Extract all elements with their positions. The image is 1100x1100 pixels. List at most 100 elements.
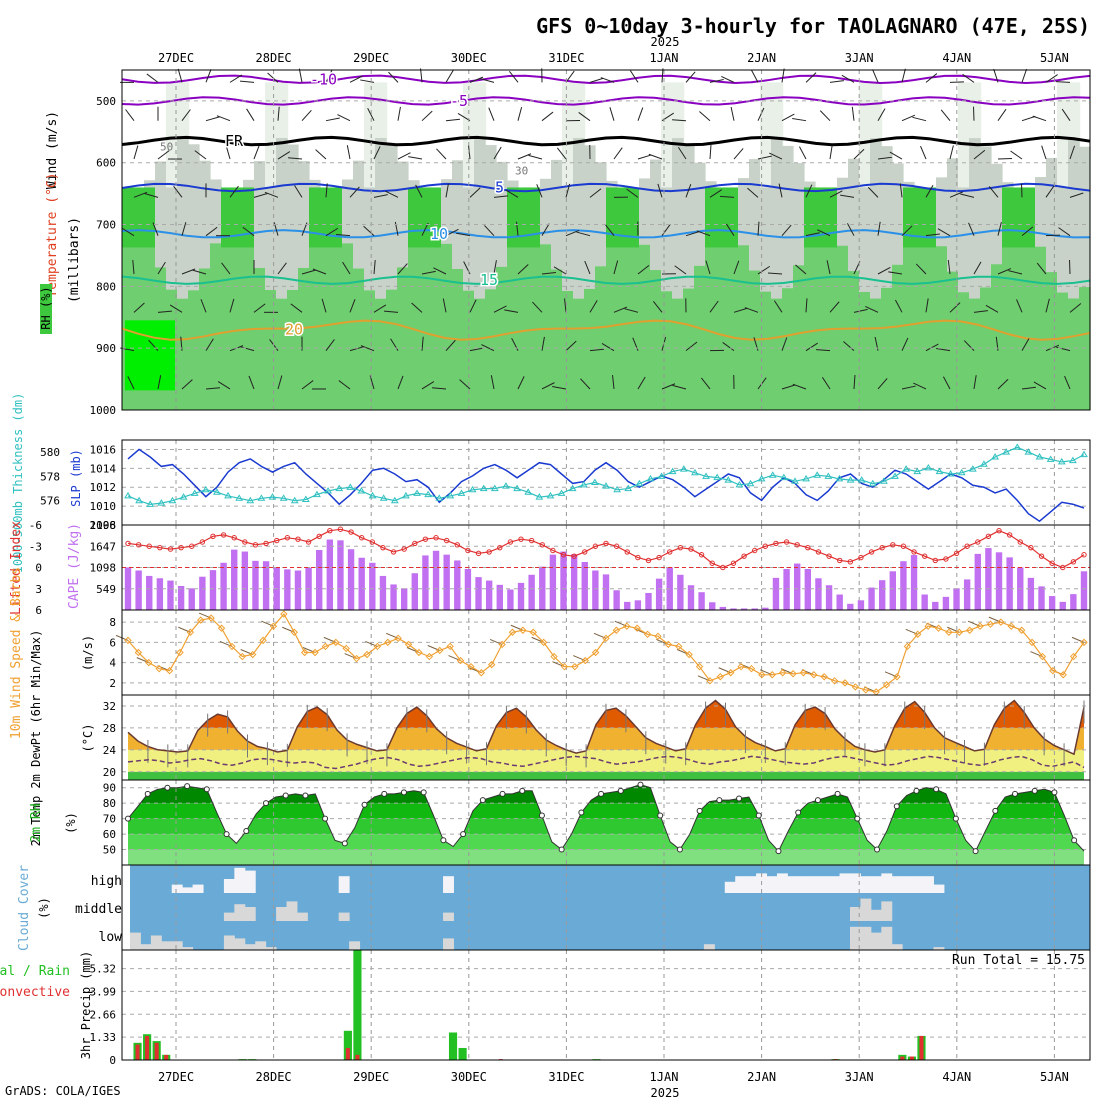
- wind-barb: [757, 377, 767, 390]
- wind-barb: [541, 223, 550, 236]
- cape-bar: [921, 594, 928, 610]
- cape-bar: [804, 568, 812, 610]
- wind-barb: [493, 305, 507, 313]
- li-tick: 3: [35, 583, 42, 596]
- rh-band-grey: [1068, 138, 1080, 410]
- rh-band-moist: [1002, 187, 1014, 248]
- thickness-point: [1013, 443, 1022, 450]
- precip-tick: 5.32: [90, 963, 117, 976]
- thickness-point: [713, 473, 722, 481]
- cloud-block: [735, 876, 747, 893]
- wind-barb: [901, 68, 906, 83]
- rh-band-green: [727, 227, 739, 410]
- cape-bar: [1080, 571, 1088, 610]
- rh-point: [538, 812, 545, 819]
- wind-barb: [576, 231, 591, 237]
- li-point: [295, 536, 301, 542]
- li-point: [752, 547, 758, 554]
- cloud-block: [933, 884, 945, 893]
- rh-band-moist: [507, 187, 519, 248]
- wind-barb: [853, 308, 868, 313]
- slp-tick: 1016: [90, 443, 117, 456]
- rh-band-moist: [133, 187, 145, 248]
- wind-barbs-upper: [120, 68, 1084, 390]
- isotherm-label: -10: [310, 70, 337, 88]
- wind-barb: [445, 183, 449, 198]
- rh-band-green: [617, 226, 629, 410]
- cloud-block: [234, 867, 246, 893]
- rh-band-green: [496, 266, 508, 410]
- wind-barb: [722, 342, 735, 352]
- li-point: [199, 539, 206, 545]
- rh-point: [381, 790, 388, 797]
- rh-band-grey: [958, 142, 970, 410]
- li-tick: 0: [35, 562, 42, 575]
- rh-band-green: [771, 298, 783, 410]
- rh-band-green: [353, 268, 365, 410]
- rh-legend-label: RH (%): [39, 286, 53, 329]
- wind-barb: [637, 154, 652, 160]
- wind-speed-point: [415, 648, 423, 657]
- rh-band-green: [859, 291, 871, 410]
- thickness-point: [824, 472, 833, 479]
- cloud-block: [338, 912, 350, 921]
- wind-speed-point: [706, 677, 714, 685]
- wind-barb: [445, 339, 456, 351]
- li-point: [454, 542, 460, 548]
- wind-barb: [915, 263, 927, 275]
- cloud-block: [776, 873, 788, 893]
- wind-barb: [1010, 150, 1023, 160]
- wind-barb: [925, 233, 940, 237]
- precip-convective-bar: [909, 1056, 914, 1060]
- rh-point: [933, 786, 940, 793]
- panel-li-cape: -6 -3 0 3 6 549 1098 1647 2196 Lifted Index CAPE (…: [9, 519, 1091, 617]
- thickness-point: [757, 474, 766, 482]
- pressure-tick-label: 800: [96, 280, 116, 293]
- rh-band-grey: [573, 138, 585, 410]
- wind-barb: [229, 185, 239, 198]
- wind-barb: [133, 145, 139, 160]
- cape-bar: [687, 585, 695, 610]
- wind-speed-point: [1059, 671, 1067, 679]
- rh-band-moist: [727, 187, 739, 248]
- rh-point: [341, 840, 348, 847]
- wind-barb: [912, 116, 927, 122]
- wind-barb: [517, 264, 529, 275]
- rh-point: [637, 781, 644, 788]
- date-label-bottom: 31DEC: [548, 1070, 584, 1084]
- rh-point: [736, 795, 743, 802]
- rh-point: [1071, 837, 1078, 844]
- wind-barb: [421, 381, 435, 390]
- wind-barb: [781, 68, 785, 83]
- wind-barb: [456, 232, 471, 237]
- li-point: [1017, 539, 1023, 545]
- wind-barb: [541, 111, 554, 122]
- wind-speed-point: [1049, 667, 1057, 675]
- wind-barb: [973, 149, 986, 160]
- ylabel-wind: Wind (m/s): [45, 111, 60, 189]
- isotherm-label: 10: [430, 225, 448, 243]
- wind-speed-point: [685, 650, 693, 659]
- wind-speed-point: [893, 673, 901, 681]
- wind-barb: [901, 114, 916, 122]
- wind-barb: [947, 260, 951, 275]
- wind-speed-point: [311, 648, 319, 657]
- wind-barb: [819, 110, 831, 122]
- wind-speed-point: [269, 622, 278, 630]
- wind-barb: [1069, 303, 1082, 313]
- wind-speed-point: [384, 638, 392, 647]
- wind-barb: [349, 75, 363, 83]
- wind-barb: [484, 225, 495, 237]
- cloud-block: [296, 912, 308, 921]
- thickness-point: [880, 477, 888, 484]
- cape-bar: [985, 548, 992, 610]
- wind-barb: [508, 71, 519, 83]
- wind-speed-point: [903, 642, 912, 651]
- date-label-top: 29DEC: [353, 51, 389, 65]
- li-point: [667, 549, 673, 555]
- li-point: [390, 549, 397, 555]
- credit-label: GrADS: COLA/IGES: [5, 1084, 121, 1098]
- wind-speed-point: [176, 648, 184, 657]
- thickness-tick: 576: [40, 495, 60, 508]
- panel-frame: [121, 949, 1091, 1061]
